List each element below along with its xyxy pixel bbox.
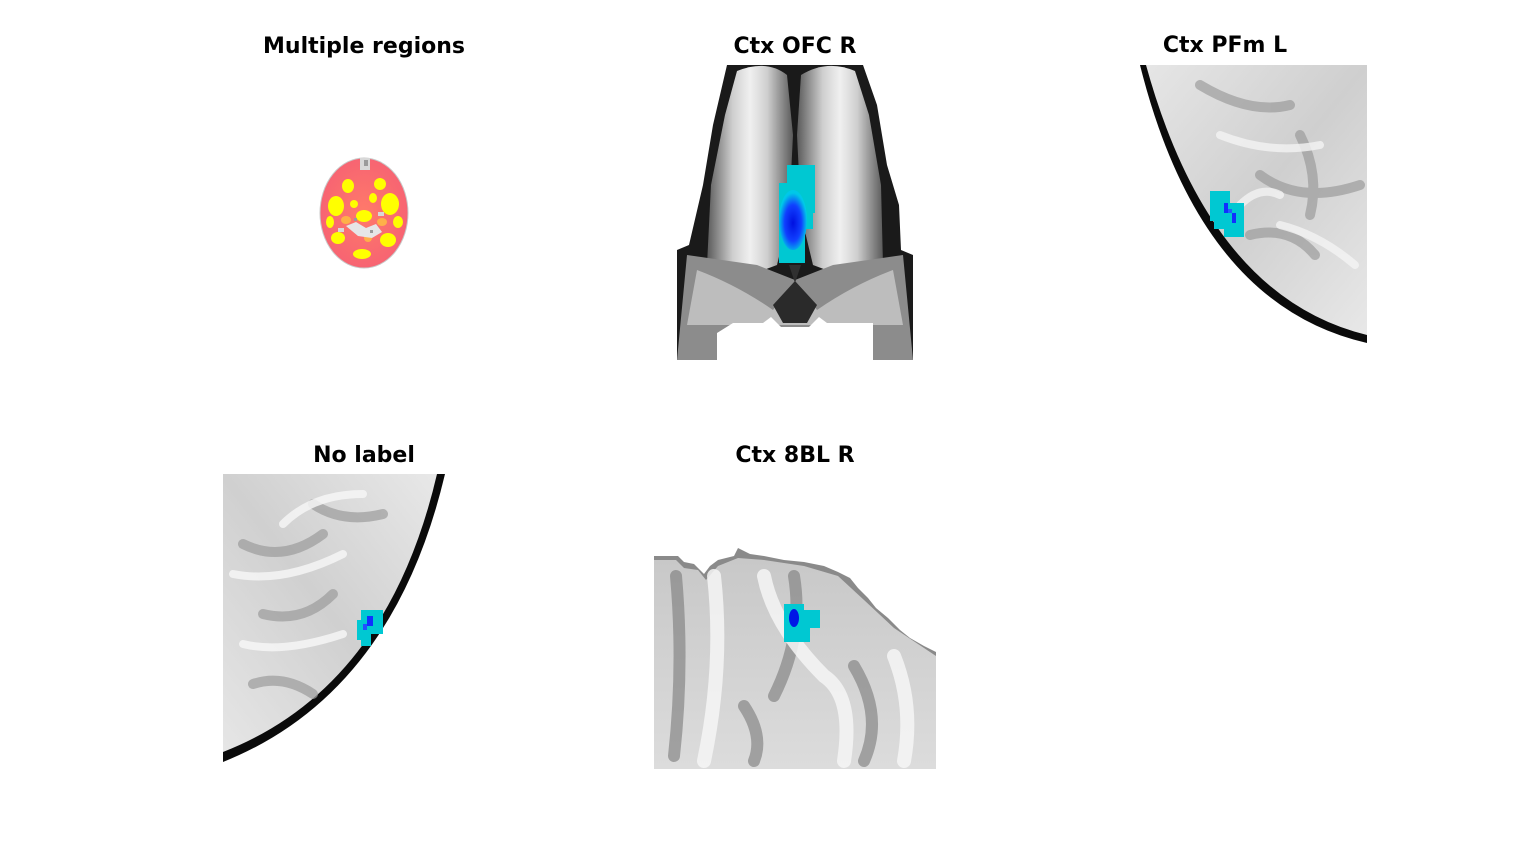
multiple-regions-brain-image [319, 157, 409, 269]
ctx-pfm-l-brain-image [1140, 65, 1367, 343]
panel-title-ctx-pfm-l: Ctx PFm L [1162, 33, 1288, 58]
panel-title-no-label: No label [313, 443, 415, 468]
ctx-8bl-r-brain-image [654, 548, 936, 769]
panel-title-ctx-ofc-r: Ctx OFC R [733, 34, 857, 59]
panel-title-multiple-regions: Multiple regions [263, 34, 465, 59]
no-label-brain-image [223, 474, 445, 762]
panel-title-ctx-8bl-r: Ctx 8BL R [735, 443, 855, 468]
ctx-ofc-r-brain-image [677, 65, 913, 360]
